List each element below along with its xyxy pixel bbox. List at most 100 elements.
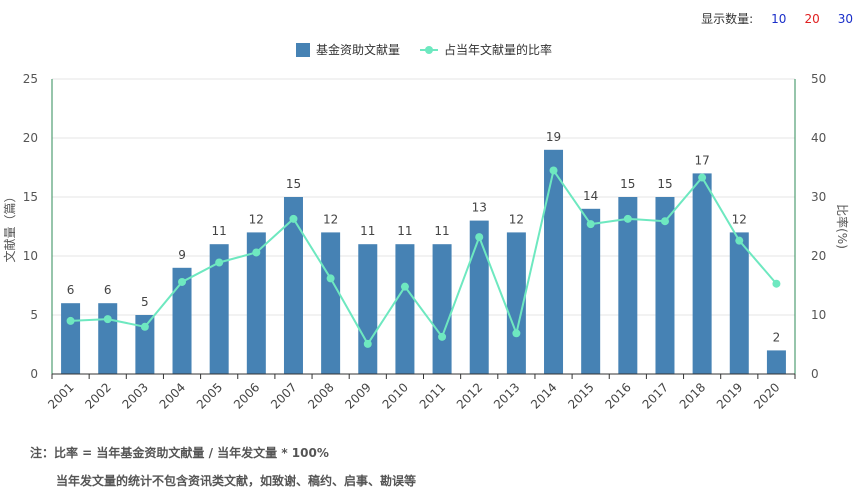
bar-value-label: 11 [397, 224, 412, 238]
ratio-line [70, 168, 778, 346]
x-tick-label: 2004 [157, 380, 188, 411]
x-tick-label: 2014 [528, 380, 559, 411]
display-count-20-option[interactable]: 20 [804, 11, 820, 26]
bar [692, 173, 712, 374]
bar-value-label: 9 [178, 248, 186, 262]
bar-value-label: 13 [472, 201, 487, 215]
y-tick-label: 20 [23, 131, 38, 145]
y2-tick-label: 20 [811, 249, 826, 263]
ratio-point [549, 166, 558, 175]
y2-tick-label: 0 [811, 367, 819, 381]
x-tick-label: 2017 [640, 380, 671, 411]
x-tick-label: 2020 [751, 380, 782, 411]
bar [655, 197, 675, 374]
bar-series [61, 149, 786, 374]
funding-chart: 0 5 10 15 20 25 0 10 20 30 40 50 文献量（篇） 比率(%) 2001 2002… [2, 42, 850, 412]
bar [321, 232, 341, 374]
x-tick-label: 2019 [714, 380, 745, 411]
bar-value-label: 17 [694, 153, 709, 167]
display-count-10-option[interactable]: 10 [771, 11, 787, 26]
legend-bar-label: 基金资助文献量 [316, 42, 400, 57]
display-count-30-option[interactable]: 30 [837, 11, 853, 26]
x-tick-label: 2018 [677, 380, 708, 411]
x-tick-label: 2016 [602, 380, 633, 411]
bar-value-label: 5 [141, 295, 149, 309]
x-tick-label: 2010 [380, 380, 411, 411]
ratio-point [512, 329, 521, 338]
bar-value-label: 19 [546, 130, 561, 144]
bar [283, 197, 303, 374]
x-tick-label: 2005 [194, 380, 225, 411]
y2-tick-label: 10 [811, 308, 826, 322]
x-tick-label: 2006 [231, 380, 262, 411]
bar-value-label: 6 [67, 283, 75, 297]
ratio-point [326, 274, 335, 283]
bar [172, 267, 192, 374]
y-tick-label: 5 [30, 308, 38, 322]
bar [209, 244, 229, 374]
x-tick-label: 2001 [45, 380, 76, 411]
bar [61, 303, 81, 374]
display-count-control: 显示数量: 10 20 30 [701, 10, 853, 27]
chart-legend: 基金资助文献量 占当年文献量的比率 [296, 42, 552, 57]
legend-line-label: 占当年文献量的比率 [444, 42, 552, 57]
footnote-ratio: 注：比率 = 当年基金资助文献量 / 当年发文量 * 100% [30, 446, 329, 460]
bar-value-label: 12 [249, 212, 264, 226]
y-tick-label: 10 [23, 249, 38, 263]
bar-value-label: 12 [323, 212, 338, 226]
ratio-point [698, 173, 707, 182]
ratio-point [400, 282, 409, 291]
ratio-point [660, 217, 669, 226]
bar-value-label: 15 [620, 177, 635, 191]
bar-value-label: 15 [657, 177, 672, 191]
ratio-point [252, 248, 261, 257]
ratio-point [772, 279, 781, 288]
legend-line-marker [425, 46, 433, 54]
bar-value-label: 15 [286, 177, 301, 191]
ratio-point [438, 332, 447, 341]
y-tick-label: 0 [30, 367, 38, 381]
x-tick-label: 2007 [268, 380, 299, 411]
bar-value-label: 12 [732, 212, 747, 226]
y2-tick-label: 40 [811, 131, 826, 145]
bar [729, 232, 749, 374]
y2-tick-label: 30 [811, 190, 826, 204]
bar [581, 208, 601, 374]
x-tick-label: 2015 [565, 380, 596, 411]
y2-tick-label: 50 [811, 72, 826, 86]
display-count-label: 显示数量: [701, 12, 754, 26]
data-labels: 6 6 5 9 11 12 15 12 11 11 11 13 12 19 14 15 15 17 12 2 [67, 130, 780, 345]
bar [506, 232, 526, 374]
bar-value-label: 11 [434, 224, 449, 238]
y2-axis-title: 比率(%) [835, 204, 850, 249]
ratio-point [586, 220, 595, 229]
bar [395, 244, 415, 374]
ratio-point [623, 214, 632, 223]
ratio-line-series [66, 166, 781, 348]
x-tick-label: 2009 [342, 380, 373, 411]
x-tick-label: 2002 [82, 380, 113, 411]
bar [135, 315, 155, 374]
ratio-point [363, 339, 372, 348]
chart-grid [52, 78, 795, 375]
legend-bar-swatch [296, 43, 310, 57]
x-tick-label: 2012 [454, 380, 485, 411]
ratio-point [140, 322, 149, 331]
y-axis-title: 文献量（篇） [2, 190, 17, 262]
y-tick-label: 25 [23, 72, 38, 86]
x-tick-label: 2013 [491, 380, 522, 411]
bar [618, 197, 638, 374]
ratio-point [66, 316, 75, 325]
chart-axes: 0 5 10 15 20 25 0 10 20 30 40 50 文献量（篇） 比率(%) 2001 2002… [2, 72, 850, 412]
ratio-point [475, 233, 484, 242]
footnote-exclusions: 当年发文量的统计不包含资讯类文献，如致谢、稿约、启事、勘误等 [56, 474, 417, 488]
ratio-point [289, 214, 298, 223]
ratio-point [178, 277, 187, 286]
ratio-point [735, 236, 744, 245]
bar [358, 244, 378, 374]
bar [469, 220, 489, 374]
bar [98, 303, 118, 374]
ratio-point [103, 315, 112, 324]
x-tick-label: 2011 [417, 380, 448, 411]
x-tick-label: 2008 [305, 380, 336, 411]
